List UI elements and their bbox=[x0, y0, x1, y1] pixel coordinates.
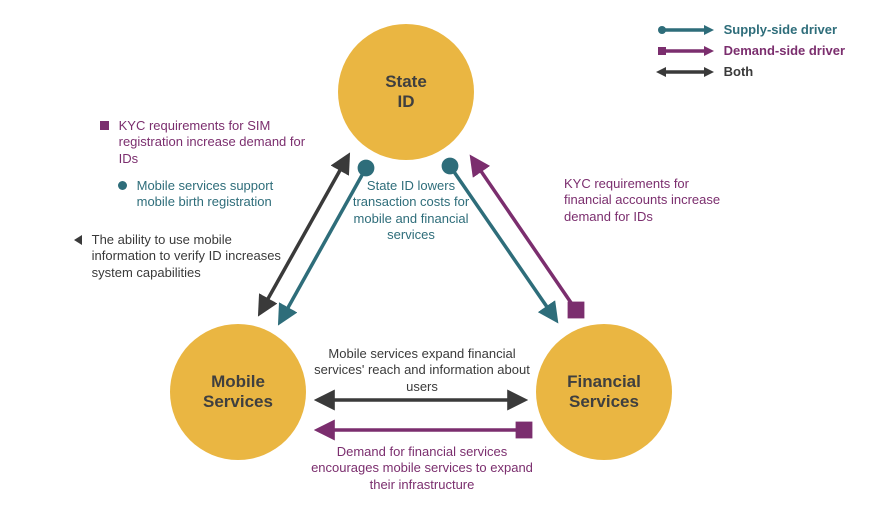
annot-state-lowers: State ID lowers transaction costs for mo… bbox=[336, 178, 486, 243]
annot-demand-fin: Demand for financial services encourages… bbox=[306, 444, 538, 493]
node-mobile-services: Mobile Services bbox=[170, 324, 306, 460]
node-state-l2: ID bbox=[385, 92, 427, 112]
annot-verify-id-text: The ability to use mobile information to… bbox=[92, 232, 288, 281]
legend-swatch-demand bbox=[656, 44, 714, 58]
annot-kyc-financial: KYC requirements for financial accounts … bbox=[564, 176, 734, 225]
node-state-l1: State bbox=[385, 72, 427, 92]
legend-label-supply: Supply-side driver bbox=[724, 22, 837, 37]
node-financial-services: Financial Services bbox=[536, 324, 672, 460]
node-mobile-l1: Mobile bbox=[203, 372, 273, 392]
legend-row-both: Both bbox=[656, 64, 845, 79]
legend-label-demand: Demand-side driver bbox=[724, 43, 845, 58]
node-state-id: State ID bbox=[338, 24, 474, 160]
legend-label-both: Both bbox=[724, 64, 754, 79]
annot-mobile-birth-text: Mobile services support mobile birth reg… bbox=[137, 178, 313, 211]
node-mobile-l2: Services bbox=[203, 392, 273, 412]
legend: Supply-side driver Demand-side driver Bo… bbox=[656, 22, 845, 85]
dot-bullet-icon bbox=[118, 181, 127, 190]
node-financial-l1: Financial bbox=[567, 372, 641, 392]
edge-financial-state-demand bbox=[472, 158, 576, 310]
annot-mobile-expand: Mobile services expand financial service… bbox=[314, 346, 530, 395]
annot-verify-id: The ability to use mobile information to… bbox=[74, 232, 290, 281]
annot-mobile-birth: Mobile services support mobile birth reg… bbox=[118, 178, 318, 211]
diagram-stage: State ID Mobile Services Financial Servi… bbox=[0, 0, 881, 519]
square-bullet-icon bbox=[100, 121, 109, 130]
legend-swatch-supply bbox=[656, 23, 714, 37]
legend-row-demand: Demand-side driver bbox=[656, 43, 845, 58]
legend-swatch-both bbox=[656, 65, 714, 79]
node-financial-l2: Services bbox=[567, 392, 641, 412]
annot-kyc-sim: KYC requirements for SIM registration in… bbox=[100, 118, 310, 167]
annot-kyc-sim-text: KYC requirements for SIM registration in… bbox=[119, 118, 307, 167]
triangle-bullet-icon bbox=[74, 235, 82, 245]
legend-row-supply: Supply-side driver bbox=[656, 22, 845, 37]
